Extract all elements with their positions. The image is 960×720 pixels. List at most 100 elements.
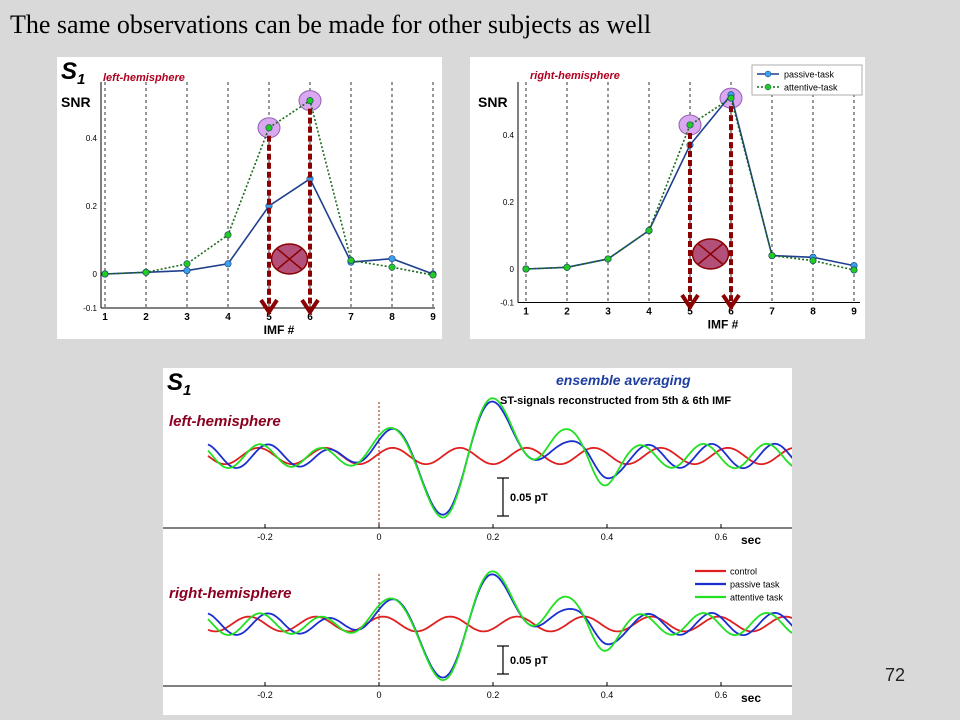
- right-data-point: [604, 255, 612, 263]
- left-x-tick-label: 0.6: [715, 532, 728, 542]
- right-scale-bar-label: 0.05 pT: [510, 655, 548, 667]
- left-data-point: [429, 271, 437, 279]
- left-y-tick-label: 0.2: [86, 202, 98, 211]
- right-arrow-head: [721, 293, 741, 311]
- right-y-tick-label: 0.2: [503, 198, 515, 207]
- right-y-tick-label: 0: [510, 265, 515, 274]
- left-x-tick-label: 4: [225, 312, 231, 323]
- ensemble-subject-label: S1: [167, 369, 191, 399]
- right-x-tick-label: 2: [564, 307, 570, 318]
- right-x-tick-label: 8: [810, 307, 816, 318]
- right-arrow-head: [680, 293, 700, 311]
- right-panel-label: right-hemisphere: [530, 70, 620, 82]
- right-x-tick-label: 9: [851, 307, 857, 318]
- left-x-tick-label: 2: [143, 312, 149, 323]
- right-hemisphere-attentive-trace: [207, 570, 822, 682]
- left-scale-bar-label: 0.05 pT: [510, 492, 548, 504]
- ensemble-title: ensemble averaging: [556, 372, 691, 388]
- right-y-tick-label: -0.1: [500, 299, 514, 308]
- right-x-tick-label: 0.6: [715, 690, 728, 700]
- right-cross-line: [698, 243, 723, 265]
- right-xlabel: IMF #: [708, 318, 739, 332]
- left-data-point: [306, 97, 314, 105]
- left-x-tick-label: 1: [102, 312, 108, 323]
- ensemble-chart: S1 ensemble averaging ST-signals reconstru…: [163, 369, 822, 705]
- left-y-tick-label: -0.1: [83, 304, 97, 313]
- right-x-tick-label: 0.2: [487, 690, 500, 700]
- snr-chart-right-panel: right-hemisphere SNR 1 2 3 4 5 6 7 8 9 0.4 0.2 0 -0.1 I…: [470, 57, 865, 339]
- ensemble-subtitle: ST-signals reconstructed from 5th & 6th …: [500, 395, 731, 407]
- left-x-tick-label: 6: [307, 312, 313, 323]
- right-data-point: [850, 266, 858, 274]
- right-data-point: [645, 226, 653, 234]
- left-cross-line: [277, 248, 302, 270]
- left-x-tick-label: 9: [430, 312, 436, 323]
- right-x-tick-label: 6: [728, 307, 734, 318]
- left-data-point: [388, 263, 396, 271]
- snr-chart-left-panel: S1 left-hemisphere SNR 1 2 3 4 5 6 7 8 9 0.4 0.2 0 -0.1…: [57, 57, 442, 339]
- left-data-point: [265, 124, 273, 132]
- right-data-point: [768, 252, 776, 260]
- right-x-tick-label: 4: [646, 307, 652, 318]
- right-data-point: [809, 257, 817, 265]
- ensemble-legend-entry: control: [730, 567, 757, 577]
- right-series-attentive-task: [525, 96, 855, 271]
- right-y-tick-label: 0.4: [503, 131, 515, 140]
- left-data-point: [224, 260, 232, 268]
- left-xlabel: IMF #: [264, 323, 295, 337]
- right-x-tick-label: 0: [376, 690, 381, 700]
- left-x-tick-label: 0: [376, 532, 381, 542]
- left-y-tick-label: 0.4: [86, 134, 98, 143]
- left-hemisphere-passive-trace: [207, 400, 822, 516]
- left-data-point: [142, 268, 150, 276]
- left-x-tick-label: 8: [389, 312, 395, 323]
- left-x-tick-label: 0.4: [601, 532, 614, 542]
- right-x-tick-label: 1: [523, 307, 529, 318]
- right-legend-entry: passive-task: [784, 70, 835, 80]
- left-data-point: [183, 267, 191, 275]
- left-x-tick-label: 0.2: [487, 532, 500, 542]
- right-x-tick-label: 7: [769, 307, 775, 318]
- right-data-point: [563, 263, 571, 271]
- snr-chart-right: right-hemisphere SNR 1 2 3 4 5 6 7 8 9 0.4 0.2 0 -0.1 I…: [478, 64, 863, 332]
- left-series-attentive-task: [104, 99, 434, 276]
- left-ylabel: SNR: [61, 94, 91, 110]
- right-hemisphere-label: right-hemisphere: [169, 585, 292, 602]
- page-number: 72: [884, 665, 905, 685]
- right-ylabel: SNR: [478, 94, 508, 110]
- left-data-point: [224, 231, 232, 239]
- left-data-point: [101, 270, 109, 278]
- left-arrow-head: [300, 298, 320, 316]
- ensemble-chart-panel: S1 ensemble averaging ST-signals reconstru…: [163, 368, 822, 715]
- left-hemisphere-label: left-hemisphere: [169, 413, 281, 430]
- left-hemisphere-control-trace: [207, 446, 822, 466]
- right-data-point: [686, 121, 694, 129]
- right-xlabel: sec: [741, 691, 761, 705]
- ensemble-legend-entry: passive task: [730, 580, 780, 590]
- slide-title: The same observations can be made for ot…: [10, 10, 652, 39]
- right-legend-marker: [764, 83, 772, 91]
- left-x-tick-label: -0.2: [257, 532, 273, 542]
- left-x-tick-label: 3: [184, 312, 190, 323]
- right-x-tick-label: 5: [687, 307, 693, 318]
- right-data-point: [522, 265, 530, 273]
- left-data-point: [388, 255, 396, 263]
- left-hemisphere-attentive-trace: [207, 397, 822, 519]
- right-legend-marker: [764, 70, 772, 78]
- left-arrow-head: [259, 298, 279, 316]
- left-panel-label: left-hemisphere: [103, 72, 185, 84]
- right-legend-box: [751, 64, 863, 96]
- left-xlabel: sec: [741, 533, 761, 547]
- right-x-tick-label: 0.4: [601, 690, 614, 700]
- ensemble-legend-entry: attentive task: [730, 593, 784, 603]
- right-hemisphere-control-trace: [207, 615, 822, 633]
- right-x-tick-label: 3: [605, 307, 611, 318]
- right-legend-entry: attentive-task: [784, 83, 838, 93]
- left-x-tick-label: 7: [348, 312, 354, 323]
- left-data-point: [347, 256, 355, 264]
- snr-chart-left: S1 left-hemisphere SNR 1 2 3 4 5 6 7 8 9 0.4 0.2 0 -0.1…: [61, 58, 437, 337]
- left-x-tick-label: 5: [266, 312, 272, 323]
- right-data-point: [727, 94, 735, 102]
- right-x-tick-label: -0.2: [257, 690, 273, 700]
- left-subject-label: S1: [61, 58, 85, 88]
